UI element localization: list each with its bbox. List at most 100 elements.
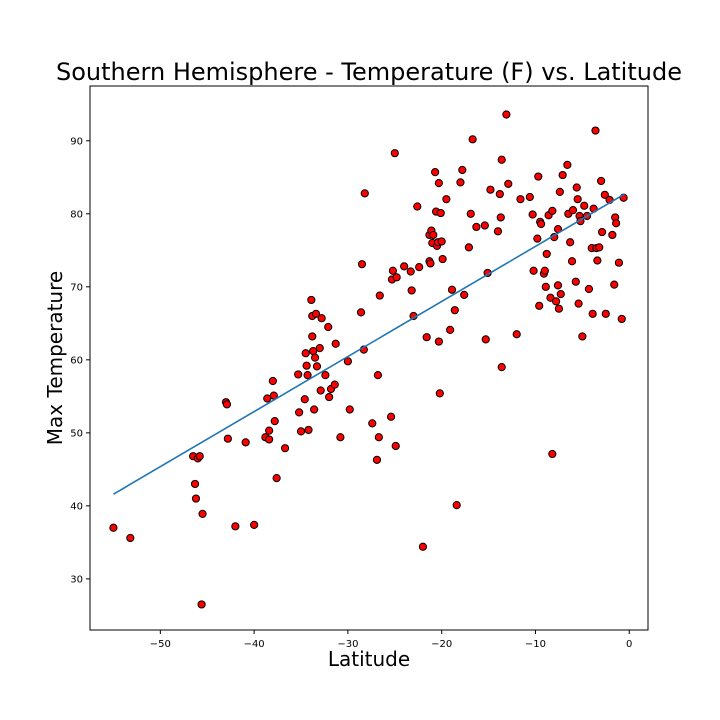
y-tick-label: 90 <box>70 136 83 147</box>
data-point <box>496 213 505 222</box>
data-point <box>390 149 399 158</box>
data-point <box>331 339 340 348</box>
data-point <box>504 179 513 188</box>
x-axis-title: Latitude <box>328 647 410 671</box>
data-point <box>392 273 401 282</box>
data-point <box>571 277 580 286</box>
data-point <box>497 155 506 164</box>
data-point <box>250 520 259 529</box>
data-point <box>601 309 610 318</box>
data-point <box>391 441 400 451</box>
plot-frame <box>89 85 649 631</box>
data-point <box>608 230 617 240</box>
data-point <box>375 291 384 300</box>
data-point <box>558 170 567 180</box>
data-point <box>548 449 557 459</box>
data-point <box>415 262 424 272</box>
data-point <box>317 314 326 323</box>
data-point <box>529 266 538 275</box>
data-point <box>556 290 565 299</box>
points-layer <box>109 110 628 609</box>
data-point <box>300 395 309 404</box>
y-tick-label: 60 <box>70 355 83 366</box>
data-point <box>548 206 557 215</box>
data-point <box>312 362 322 371</box>
data-point <box>456 178 465 187</box>
data-point <box>413 202 422 211</box>
data-point <box>495 189 504 199</box>
data-point <box>330 380 339 389</box>
data-point <box>270 417 279 426</box>
data-point <box>574 299 583 308</box>
data-point <box>466 209 475 218</box>
data-point <box>434 337 443 346</box>
data-point <box>357 260 367 269</box>
regression-layer <box>113 193 625 495</box>
data-point <box>429 230 438 240</box>
data-point <box>386 412 396 421</box>
data-point <box>296 427 306 436</box>
data-point <box>198 509 207 519</box>
data-point <box>446 325 455 334</box>
data-point <box>584 284 594 294</box>
data-point <box>436 208 445 218</box>
data-point <box>472 222 481 232</box>
y-tick-label: 50 <box>70 428 83 439</box>
data-point <box>310 405 319 414</box>
data-point <box>223 434 232 443</box>
data-point <box>241 438 250 447</box>
data-point <box>568 206 578 215</box>
data-point <box>336 433 345 442</box>
data-point <box>307 295 316 305</box>
data-point <box>197 600 206 609</box>
data-point <box>464 243 473 252</box>
x-tick-label: −40 <box>244 639 265 650</box>
data-point <box>195 452 204 461</box>
data-point <box>551 297 561 306</box>
data-point <box>374 433 383 442</box>
data-point <box>372 455 382 464</box>
data-point <box>566 238 575 247</box>
data-point <box>486 185 495 194</box>
data-point <box>345 405 354 414</box>
chart-title: Southern Hemisphere - Temperature (F) vs… <box>56 58 682 86</box>
data-point <box>294 370 303 379</box>
data-point <box>373 371 383 380</box>
data-point <box>310 353 320 362</box>
y-axis-title: Max Temperature <box>43 271 67 445</box>
data-point <box>368 419 377 428</box>
data-point <box>301 349 310 358</box>
data-point <box>406 267 415 276</box>
data-point <box>553 281 563 290</box>
data-point <box>525 192 534 202</box>
data-point <box>222 400 232 409</box>
data-point <box>308 332 317 341</box>
y-tick-label: 30 <box>70 574 83 585</box>
data-point <box>540 266 549 275</box>
data-point <box>555 187 564 196</box>
data-point <box>614 258 624 267</box>
data-point <box>356 308 366 317</box>
data-point <box>268 376 277 386</box>
data-point <box>422 333 431 342</box>
data-point <box>480 221 489 230</box>
data-point <box>388 266 398 275</box>
data-point <box>265 426 274 435</box>
data-point <box>572 183 581 192</box>
data-point <box>280 444 290 453</box>
data-point <box>272 474 281 483</box>
data-point <box>450 306 459 315</box>
y-axis: 30 40 50 60 70 80 90 <box>70 136 90 585</box>
data-point <box>316 386 325 395</box>
data-point <box>343 357 352 366</box>
data-point <box>597 176 606 186</box>
data-point <box>542 249 551 259</box>
plot-area <box>89 85 649 631</box>
data-point <box>460 290 469 299</box>
data-point <box>580 201 589 210</box>
data-point <box>588 309 597 318</box>
data-point <box>400 262 409 271</box>
data-point <box>302 361 311 370</box>
data-point <box>563 160 572 169</box>
